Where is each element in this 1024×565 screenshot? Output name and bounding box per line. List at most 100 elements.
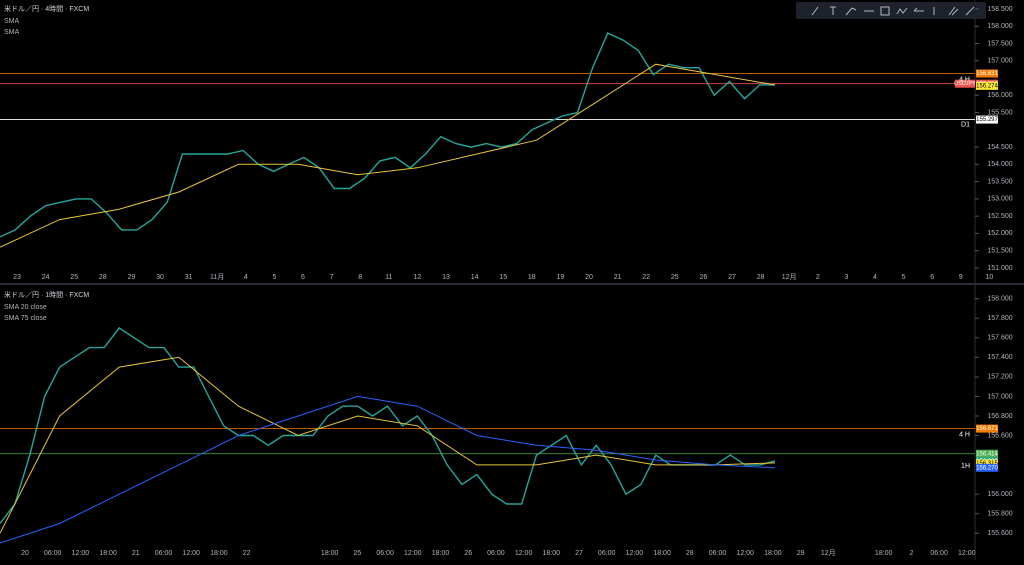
- x-tick-label: 12:00: [515, 550, 533, 557]
- y-tick-label: 156.800: [987, 413, 1012, 420]
- y-tick-label: 156.000: [987, 92, 1012, 99]
- x-tick-label: 6: [301, 274, 305, 281]
- x-tick-label: 2: [816, 274, 820, 281]
- price-tag-label: 156.671: [976, 426, 998, 432]
- x-tick-label: 12月: [782, 273, 797, 281]
- y-tick-label: 155.500: [987, 109, 1012, 116]
- x-tick-label: 30: [156, 274, 164, 281]
- x-tick-label: 21: [132, 550, 140, 557]
- x-tick-label: 15: [499, 274, 507, 281]
- price-series: [0, 63, 776, 248]
- x-tick-label: 5: [272, 274, 276, 281]
- y-tick-label: 153.500: [987, 178, 1012, 185]
- y-tick-label: 157.200: [987, 374, 1012, 381]
- y-tick-label: 155.600: [987, 530, 1012, 537]
- y-tick-label: 156.000: [987, 491, 1012, 498]
- x-tick-label: 06:00: [155, 550, 173, 557]
- tool-arrow[interactable]: [913, 7, 924, 12]
- indicator-label: SMA: [4, 18, 20, 25]
- x-tick-label: 5: [902, 274, 906, 281]
- tool-trendline[interactable]: [965, 6, 975, 16]
- y-tick-label: 152.000: [987, 230, 1012, 237]
- x-tick-label: 9: [959, 274, 963, 281]
- price-series: [0, 327, 776, 524]
- y-tick-label: 155.800: [987, 511, 1012, 518]
- x-tick-label: 13: [442, 274, 450, 281]
- tool-pen[interactable]: [811, 6, 819, 16]
- x-tick-label: 18:00: [321, 550, 339, 557]
- x-tick-label: 2: [909, 550, 913, 557]
- x-tick-label: 29: [797, 550, 805, 557]
- x-tick-label: 28: [99, 274, 107, 281]
- x-tick-label: 31: [185, 274, 193, 281]
- y-tick-label: 154.500: [987, 144, 1012, 151]
- y-tick-label: 157.800: [987, 315, 1012, 322]
- y-tick-label: 156.600: [987, 432, 1012, 439]
- y-tick-label: 157.400: [987, 354, 1012, 361]
- y-tick-label: 154.000: [987, 161, 1012, 168]
- tool-brush[interactable]: [845, 7, 857, 16]
- x-tick-label: 12: [414, 274, 422, 281]
- x-tick-label: 12:00: [736, 550, 754, 557]
- x-tick-label: 26: [464, 550, 472, 557]
- x-tick-label: 06:00: [598, 550, 616, 557]
- drawing-toolbar: [796, 2, 986, 19]
- price-tag-label: 156.270: [976, 465, 998, 471]
- price-tag: [976, 115, 998, 124]
- tool-rect[interactable]: [880, 6, 890, 16]
- y-tick-label: 157.600: [987, 335, 1012, 342]
- x-tick-label: 06:00: [930, 550, 948, 557]
- x-tick-label: 22: [642, 274, 650, 281]
- indicator-label: SMA 75 close: [4, 315, 47, 322]
- price-series: [0, 395, 776, 544]
- y-tick-label: 153.000: [987, 196, 1012, 203]
- x-tick-label: 12:00: [182, 550, 200, 557]
- x-tick-label: 7: [330, 274, 334, 281]
- x-tick-label: 4: [244, 274, 248, 281]
- y-tick-label: 158.000: [987, 23, 1012, 30]
- price-tag: [976, 81, 998, 90]
- x-tick-label: 29: [128, 274, 136, 281]
- x-tick-label: 12:00: [404, 550, 422, 557]
- price-series: [0, 32, 775, 238]
- price-tag-label: 156.631: [976, 71, 998, 77]
- x-tick-label: 20: [585, 274, 593, 281]
- indicator-label: SMA: [4, 29, 20, 36]
- x-tick-label: 18:00: [875, 550, 893, 557]
- x-tick-label: 10: [986, 274, 994, 281]
- x-tick-label: 26: [700, 274, 708, 281]
- price-tag: [976, 463, 998, 472]
- symbol-tag: [955, 79, 975, 88]
- x-tick-label: 27: [575, 550, 583, 557]
- x-tick-label: 27: [728, 274, 736, 281]
- x-tick-label: 18:00: [764, 550, 782, 557]
- y-tick-label: 158.000: [987, 296, 1012, 303]
- x-tick-label: 24: [42, 274, 50, 281]
- y-tick-label: 157.000: [987, 58, 1012, 65]
- tool-wave[interactable]: [896, 7, 908, 15]
- x-tick-label: 18:00: [653, 550, 671, 557]
- x-tick-label: 12:00: [958, 550, 976, 557]
- x-tick-label: 28: [686, 550, 694, 557]
- x-tick-label: 25: [70, 274, 78, 281]
- x-tick-label: 18:00: [432, 550, 450, 557]
- tool-channel[interactable]: [948, 6, 959, 16]
- x-tick-label: 06:00: [487, 550, 505, 557]
- symbol-tag-label: USDJPY: [954, 81, 976, 87]
- x-tick-label: 28: [757, 274, 765, 281]
- y-tick-label: 151.500: [987, 248, 1012, 255]
- price-tag: [976, 69, 998, 78]
- x-tick-label: 19: [557, 274, 565, 281]
- x-tick-label: 6: [930, 274, 934, 281]
- x-tick-label: 8: [358, 274, 362, 281]
- price-tag: [976, 424, 998, 433]
- x-tick-label: 06:00: [376, 550, 394, 557]
- x-tick-label: 12:00: [72, 550, 90, 557]
- price-tag-label: 155.297: [976, 117, 998, 123]
- x-tick-label: 20: [21, 550, 29, 557]
- tool-text[interactable]: [830, 6, 836, 15]
- x-tick-label: 18:00: [99, 550, 117, 557]
